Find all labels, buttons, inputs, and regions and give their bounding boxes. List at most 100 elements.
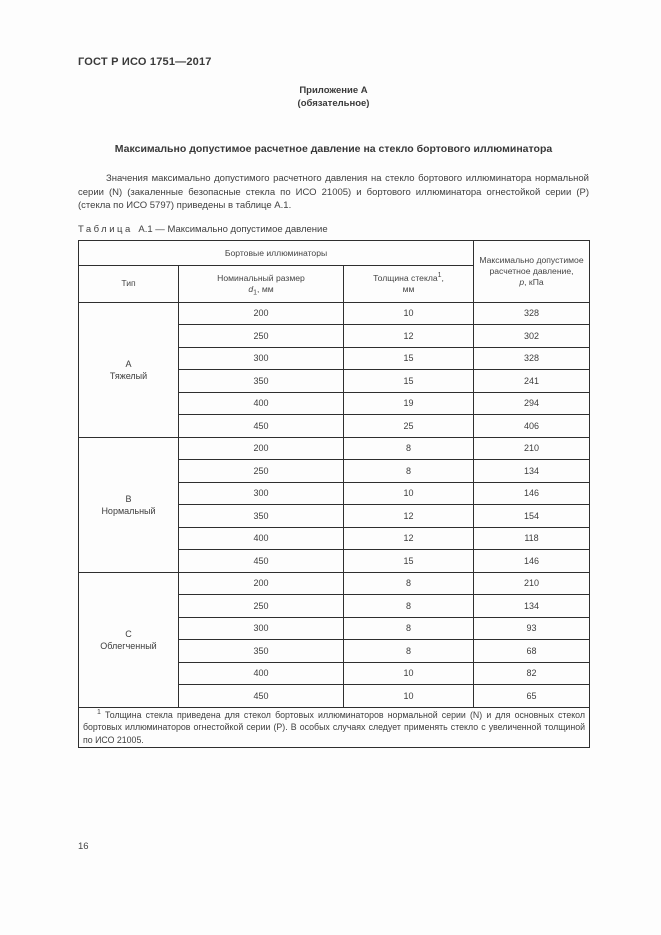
table-caption: Таблица А.1 — Максимально допустимое дав… (78, 224, 589, 235)
thickness-unit: мм (402, 283, 415, 294)
page-content: ГОСТ Р ИСО 1751—2017 Приложение А (обяза… (77, 56, 591, 748)
appendix-label: Приложение А (299, 85, 368, 96)
type-name: Нормальный (101, 505, 156, 516)
table-row: А Тяжелый 200 10 328 (78, 301, 591, 438)
table-row: В Нормальный 200 8 210 (78, 436, 591, 573)
cell-thickness: 8 (342, 639, 475, 663)
cell-size: 350 (178, 639, 344, 663)
doc-header: ГОСТ Р ИСО 1751—2017 (78, 56, 212, 68)
cell-size: 350 (178, 504, 344, 528)
cell-thickness: 15 (342, 549, 475, 573)
table-row: 300 15 328 (79, 346, 591, 370)
cell-size: 200 (178, 436, 344, 460)
cell-thickness: 12 (342, 504, 475, 528)
cell-thickness: 12 (342, 324, 475, 348)
type-cell-b: В Нормальный (78, 436, 179, 573)
table-row: 400 10 82 (79, 661, 591, 685)
cell-size: 300 (178, 616, 344, 640)
type-letter: В (125, 493, 132, 504)
table-caption-text: Максимально допустимое давление (167, 223, 328, 235)
type-letter: С (125, 628, 132, 639)
table-row: 250 8 134 (79, 459, 591, 483)
table-caption-dash: — (155, 223, 165, 235)
section-title: Максимально допустимое расчетное давлени… (114, 143, 553, 155)
type-cell-a: А Тяжелый (78, 301, 179, 438)
cell-pressure: 328 (473, 346, 591, 370)
cell-pressure: 93 (473, 616, 591, 640)
cell-pressure: 68 (473, 639, 591, 663)
cell-thickness: 10 (342, 661, 475, 685)
cell-size: 250 (178, 459, 344, 483)
cell-size: 400 (178, 526, 344, 550)
cell-pressure: 241 (473, 369, 591, 393)
cell-size: 300 (178, 481, 344, 505)
cell-thickness: 15 (342, 369, 475, 393)
type-letter: А (125, 358, 132, 369)
intro-paragraph: Значения максимально допустимого расчетн… (78, 173, 589, 211)
thickness-comma: , (441, 272, 444, 283)
cell-pressure: 146 (473, 481, 591, 505)
cell-pressure: 146 (473, 549, 591, 573)
type-name: Тяжелый (109, 370, 148, 381)
header-pressure-line2: расчетное давление, (489, 265, 574, 276)
cell-pressure: 294 (473, 391, 591, 415)
table-caption-label: Таблица (78, 223, 133, 235)
header-thickness-line1: Толщина стекла (373, 272, 438, 283)
cell-size: 350 (178, 369, 344, 393)
type-cell-c: С Облегченный (78, 571, 179, 708)
size-unit: , мм (257, 283, 274, 294)
page-number: 16 (78, 841, 89, 852)
appendix-note: (обязательное) (297, 98, 370, 109)
cell-thickness: 10 (342, 684, 475, 708)
cell-size: 250 (178, 324, 344, 348)
cell-pressure: 210 (473, 571, 591, 595)
cell-size: 200 (178, 301, 344, 325)
cell-pressure: 302 (473, 324, 591, 348)
cell-pressure: 134 (473, 594, 591, 618)
cell-thickness: 12 (342, 526, 475, 550)
cell-thickness: 19 (342, 391, 475, 415)
cell-pressure: 65 (473, 684, 591, 708)
header-max-pressure: Максимально допустимое расчетное давлени… (473, 239, 591, 303)
cell-thickness: 8 (342, 594, 475, 618)
header-size-line1: Номинальный размер (217, 272, 305, 283)
table-footnote: 1 Толщина стекла приведена для стекол бо… (77, 706, 591, 748)
cell-size: 400 (178, 661, 344, 685)
pressure-symbol: p (519, 276, 525, 287)
header-type: Тип (78, 264, 179, 303)
cell-size: 250 (178, 594, 344, 618)
cell-size: 200 (178, 571, 344, 595)
header-glass-thickness: Толщина стекла1, мм (342, 264, 475, 303)
cell-pressure: 154 (473, 504, 591, 528)
header-sidelights-group: Бортовые иллюминаторы (77, 239, 475, 266)
table-row: 350 8 68 (79, 639, 591, 663)
cell-thickness: 10 (342, 481, 475, 505)
cell-pressure: 406 (473, 414, 591, 438)
size-symbol: d (248, 283, 254, 294)
cell-size: 450 (178, 684, 344, 708)
header-pressure-line1: Максимально допустимое (479, 254, 584, 265)
thickness-footnote-mark: 1 (437, 271, 442, 279)
table-row: 450 15 146 (79, 549, 591, 573)
table-row: С Облегченный 200 8 210 (78, 571, 591, 708)
cell-pressure: 118 (473, 526, 591, 550)
cell-size: 450 (178, 414, 344, 438)
cell-pressure: 82 (473, 661, 591, 685)
cell-pressure: 134 (473, 459, 591, 483)
appendix-block: Приложение А (обязательное) (78, 84, 589, 110)
size-subscript: 1 (253, 289, 258, 297)
footnote-mark: 1 (97, 708, 101, 716)
cell-thickness: 10 (342, 301, 475, 325)
pressure-unit: , кПа (524, 276, 544, 287)
header-nominal-size: Номинальный размер d1, мм (178, 264, 344, 303)
cell-pressure: 210 (473, 436, 591, 460)
footnote-text: Толщина стекла приведена для стекол борт… (83, 709, 586, 745)
cell-thickness: 8 (342, 571, 475, 595)
table-row: 450 25 406 (79, 414, 591, 438)
table-caption-number: А.1 (138, 223, 153, 235)
cell-size: 300 (178, 346, 344, 370)
cell-size: 400 (178, 391, 344, 415)
table-row: 300 10 146 (79, 481, 591, 505)
cell-size: 450 (178, 549, 344, 573)
